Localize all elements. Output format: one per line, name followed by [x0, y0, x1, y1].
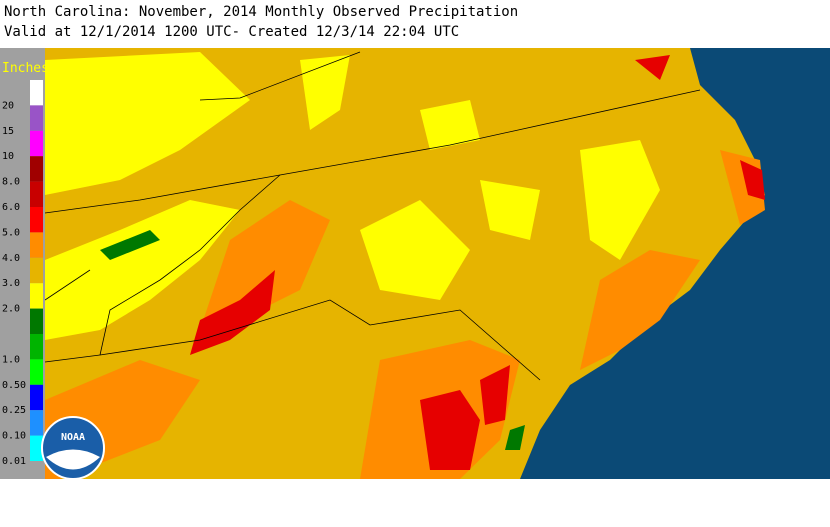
legend-swatch — [30, 410, 43, 436]
legend-swatch — [30, 80, 43, 106]
legend-swatch — [30, 181, 43, 207]
legend-swatch — [30, 334, 43, 360]
legend-swatch — [30, 130, 43, 157]
legend-label: 10 — [2, 151, 14, 162]
legend-label: 2.0 — [2, 304, 20, 315]
legend-label: 0.25 — [2, 405, 26, 416]
legend-swatch — [30, 308, 43, 334]
legend-label: 3.0 — [2, 278, 20, 289]
legend-label: 0.50 — [2, 380, 26, 391]
legend: Inches 20 15 10 8.0 6.0 5.0 4.0 3.0 2.0 1.0 0.50 0.… — [0, 48, 45, 479]
legend-swatch — [30, 207, 43, 233]
legend-swatch — [30, 257, 43, 284]
legend-label: 0.10 — [2, 431, 26, 442]
map — [44, 48, 830, 479]
legend-label: 0.01 — [2, 456, 26, 467]
legend-label: 6.0 — [2, 202, 20, 213]
logo: NOAA — [41, 416, 105, 480]
subtitle: Valid at 12/1/2014 1200 UTC- Created 12/… — [4, 24, 460, 40]
legend-swatch — [30, 156, 43, 182]
legend-swatch — [30, 359, 43, 385]
legend-label: 1.0 — [2, 354, 20, 365]
legend-label: 20 — [2, 100, 14, 111]
ocean — [520, 48, 830, 479]
header: North Carolina: November, 2014 Monthly O… — [0, 0, 830, 48]
legend-label: 15 — [2, 126, 14, 137]
legend-title: Inches — [2, 61, 45, 76]
legend-label: 4.0 — [2, 253, 20, 264]
heavy-areas — [190, 55, 765, 470]
logo-circle — [41, 416, 105, 480]
borders — [44, 51, 701, 381]
legend-label: 8.0 — [2, 177, 20, 188]
page: North Carolina: November, 2014 Monthly O… — [0, 0, 830, 480]
legend-swatch — [30, 232, 43, 258]
green-areas — [100, 230, 525, 450]
logo-text: NOAA — [61, 432, 85, 443]
dry-areas — [45, 52, 660, 340]
legend-swatch — [30, 384, 43, 411]
title: North Carolina: November, 2014 Monthly O… — [4, 4, 519, 20]
legend-swatch — [30, 435, 43, 461]
legend-label: 5.0 — [2, 227, 20, 238]
legend-swatch — [30, 283, 43, 309]
legend-swatch — [30, 105, 43, 131]
logo-wave — [46, 449, 100, 470]
